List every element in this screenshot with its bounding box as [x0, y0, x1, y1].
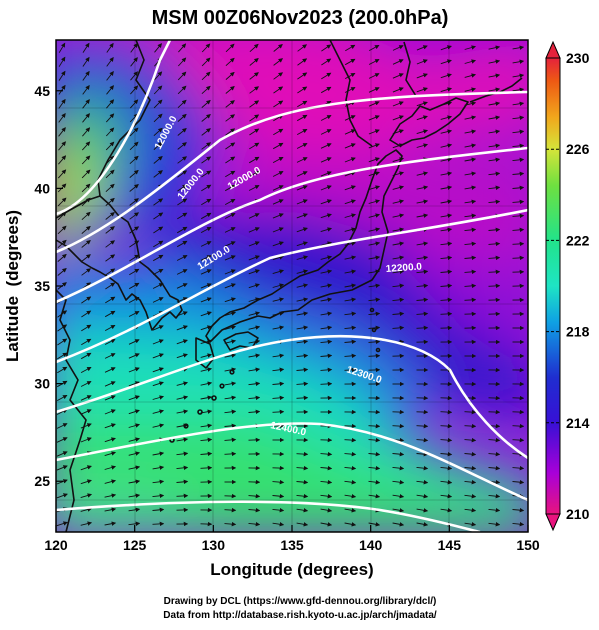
wind-arrow: [441, 412, 452, 413]
wind-arrow: [369, 426, 380, 427]
colorbar-tick-label: 210: [566, 506, 590, 522]
x-axis-label: Longitude (degrees): [210, 560, 373, 579]
colorbar-tick-label: 226: [566, 141, 590, 157]
colorbar-gradient: [546, 58, 560, 514]
footer-source: Data from http://database.rish.kyoto-u.a…: [163, 610, 437, 621]
wind-arrow: [225, 454, 236, 455]
x-tick-label: 145: [438, 537, 462, 553]
wind-arrow: [297, 398, 308, 399]
wind-arrow: [201, 468, 212, 469]
wind-arrow: [153, 524, 164, 525]
wind-arrow: [345, 440, 356, 441]
colorbar-tick-label: 230: [566, 50, 590, 66]
wind-arrow: [513, 258, 524, 259]
x-tick-label: 125: [123, 537, 147, 553]
x-tick-label: 150: [516, 537, 540, 553]
wind-arrow: [489, 272, 500, 273]
colorbar: 230 226 222 218 214 210: [546, 42, 590, 530]
x-tick-label: 135: [280, 537, 304, 553]
y-tick-label: 45: [34, 83, 50, 99]
wind-arrow: [417, 426, 428, 427]
wind-arrow: [297, 454, 308, 455]
y-axis-label: Latitude (degrees): [3, 210, 22, 362]
wind-arrow: [513, 426, 524, 427]
y-tick-label: 40: [34, 180, 50, 196]
x-tick-label: 130: [202, 537, 226, 553]
wind-arrow: [489, 286, 500, 287]
y-tick-label: 30: [34, 376, 50, 392]
wind-arrow: [369, 356, 380, 357]
footer-credit: Drawing by DCL (https://www.gfd-dennou.o…: [164, 596, 437, 607]
wind-arrow: [513, 440, 524, 441]
x-tick-label: 140: [359, 537, 383, 553]
wind-arrow: [441, 314, 452, 315]
wind-arrow: [465, 426, 476, 427]
colorbar-top-triangle: [546, 42, 560, 58]
wind-arrow: [393, 426, 404, 427]
colorbar-tick-label: 218: [566, 324, 590, 340]
chart-title: MSM 00Z06Nov2023 (200.0hPa): [152, 7, 449, 29]
wind-arrow: [417, 328, 428, 329]
y-tick-label: 25: [34, 473, 50, 489]
colorbar-tick-label: 214: [566, 415, 590, 431]
wind-arrow: [441, 426, 452, 427]
wind-arrow: [321, 384, 332, 385]
colorbar-tick-label: 222: [566, 232, 590, 248]
temperature-field: 12000.0 12000.0 12000.0 12100.0 12200.0 …: [40, 20, 560, 540]
wind-arrow: [273, 412, 284, 413]
wind-arrow: [465, 300, 476, 301]
wind-arrow: [513, 244, 524, 245]
wind-arrow: [465, 412, 476, 413]
wind-arrow: [225, 510, 236, 511]
wind-arrow: [177, 496, 188, 497]
x-tick-label: 120: [44, 537, 68, 553]
y-tick-label: 35: [34, 278, 50, 294]
colorbar-bottom-triangle: [546, 514, 560, 530]
